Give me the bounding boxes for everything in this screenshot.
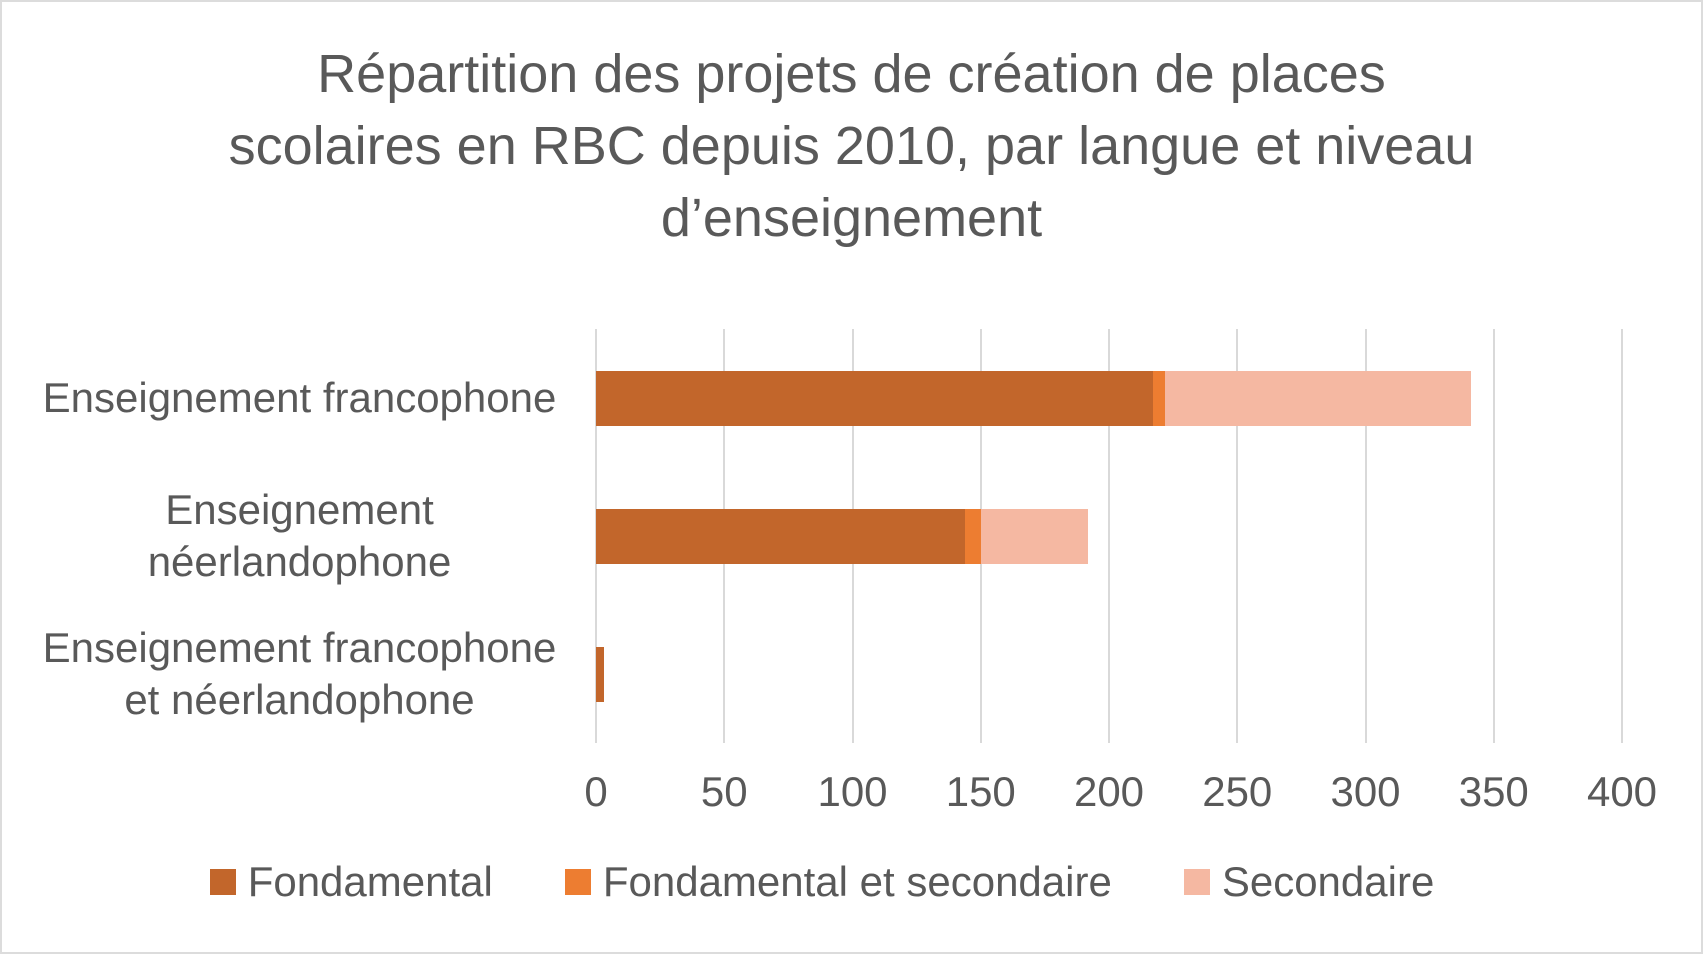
bar-segment-fondamental — [596, 370, 1153, 426]
bar-segment-fondamental — [596, 646, 604, 702]
gridline-300 — [1364, 329, 1367, 743]
x-axis-tick-label: 250 — [1202, 768, 1273, 815]
gridline-250 — [1236, 329, 1239, 743]
x-axis-tick-label: 300 — [1330, 768, 1401, 815]
bar-segment-fondamental — [596, 508, 966, 564]
x-axis-tick-label: 350 — [1458, 768, 1529, 815]
x-axis-tick-label: 150 — [945, 768, 1016, 815]
category-label: Enseignement néerlandophone — [147, 486, 452, 585]
gridline-350 — [1492, 329, 1495, 743]
category-label: Enseignement francophone et néerlandopho… — [42, 624, 557, 723]
legend-label: Fondamental et secondaire — [602, 858, 1112, 905]
gridline-400 — [1621, 329, 1623, 743]
category-label: Enseignement francophone — [42, 374, 557, 421]
x-axis-tick-label: 200 — [1073, 768, 1145, 815]
legend-swatch-icon — [564, 869, 591, 895]
legend-item-secondaire: Secondaire — [1183, 858, 1435, 906]
legend-swatch-icon — [209, 869, 236, 895]
legend-swatch-icon — [1183, 869, 1210, 895]
legend-label: Fondamental — [247, 858, 493, 905]
bar-segment-fondamental-et-secondaire — [965, 508, 981, 564]
x-axis-tick-label: 50 — [700, 768, 748, 815]
legend: Fondamental Fondamental et secondaire Seco… — [2, 858, 1642, 906]
x-axis-tick-label: 100 — [817, 768, 888, 815]
bar-segment-fondamental-et-secondaire — [1152, 370, 1166, 426]
chart-title: Répartition des projets de création de p… — [228, 44, 1475, 248]
x-axis-tick-label: 0 — [584, 768, 608, 815]
gridline-200 — [1108, 329, 1110, 743]
legend-label: Secondaire — [1221, 858, 1435, 905]
legend-item-fondamental-et-secondaire: Fondamental et secondaire — [564, 858, 1112, 906]
x-axis-tick-label: 400 — [1586, 768, 1658, 815]
legend-item-fondamental: Fondamental — [209, 858, 493, 906]
bar-segment-secondaire — [980, 508, 1089, 564]
bar-segment-secondaire — [1165, 370, 1471, 426]
